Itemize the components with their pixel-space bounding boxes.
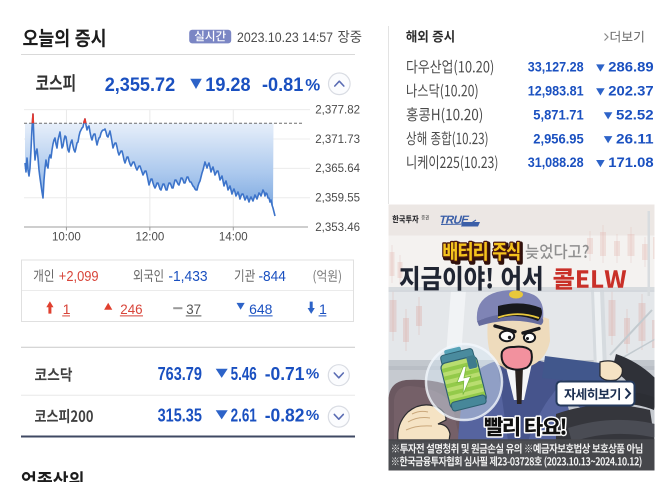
svg-text:52.52: 52.52 xyxy=(616,107,654,123)
svg-text:-844: -844 xyxy=(259,268,286,285)
svg-text:246: 246 xyxy=(120,302,142,318)
svg-text:2,353.46: 2,353.46 xyxy=(315,222,360,234)
svg-text:2.61: 2.61 xyxy=(231,406,257,426)
svg-text:5,871.71: 5,871.71 xyxy=(533,107,583,123)
svg-text:2023.10.23 14:57: 2023.10.23 14:57 xyxy=(237,30,333,45)
svg-text:37: 37 xyxy=(186,302,201,318)
svg-text:2,355.72: 2,355.72 xyxy=(105,74,176,96)
svg-text:2,956.95: 2,956.95 xyxy=(533,131,583,147)
svg-text:31,088.28: 31,088.28 xyxy=(528,155,584,171)
svg-text:648: 648 xyxy=(249,302,272,318)
svg-text:2,359.55: 2,359.55 xyxy=(315,193,360,205)
svg-text:-1,433: -1,433 xyxy=(168,268,207,285)
svg-text:2,371.73: 2,371.73 xyxy=(315,134,360,146)
svg-text:286.89: 286.89 xyxy=(608,60,653,76)
svg-text:-0.71: -0.71 xyxy=(265,364,305,384)
svg-text:14:00: 14:00 xyxy=(219,232,248,244)
svg-text:%: % xyxy=(305,75,320,94)
svg-text:%: % xyxy=(306,366,319,383)
svg-text:26.11: 26.11 xyxy=(616,131,654,147)
svg-text:19.28: 19.28 xyxy=(205,74,250,96)
svg-text:12,983.81: 12,983.81 xyxy=(528,84,584,100)
svg-text:2,365.64: 2,365.64 xyxy=(315,163,360,175)
svg-text:33,127.28: 33,127.28 xyxy=(528,60,584,76)
svg-text:12:00: 12:00 xyxy=(136,232,165,244)
svg-text:10:00: 10:00 xyxy=(52,232,81,244)
svg-text:+2,099: +2,099 xyxy=(59,268,99,285)
svg-text:763.79: 763.79 xyxy=(158,364,202,384)
svg-text:-0.81: -0.81 xyxy=(262,74,303,96)
svg-text:2,377.82: 2,377.82 xyxy=(315,104,360,116)
svg-text:1: 1 xyxy=(319,302,327,318)
svg-text:-0.82: -0.82 xyxy=(265,406,305,426)
svg-text:171.08: 171.08 xyxy=(608,155,653,171)
svg-text:315.35: 315.35 xyxy=(158,406,202,426)
svg-text:%: % xyxy=(306,407,319,424)
svg-text:5.46: 5.46 xyxy=(231,364,257,384)
svg-text:1: 1 xyxy=(63,302,71,318)
svg-text:202.37: 202.37 xyxy=(608,84,653,100)
